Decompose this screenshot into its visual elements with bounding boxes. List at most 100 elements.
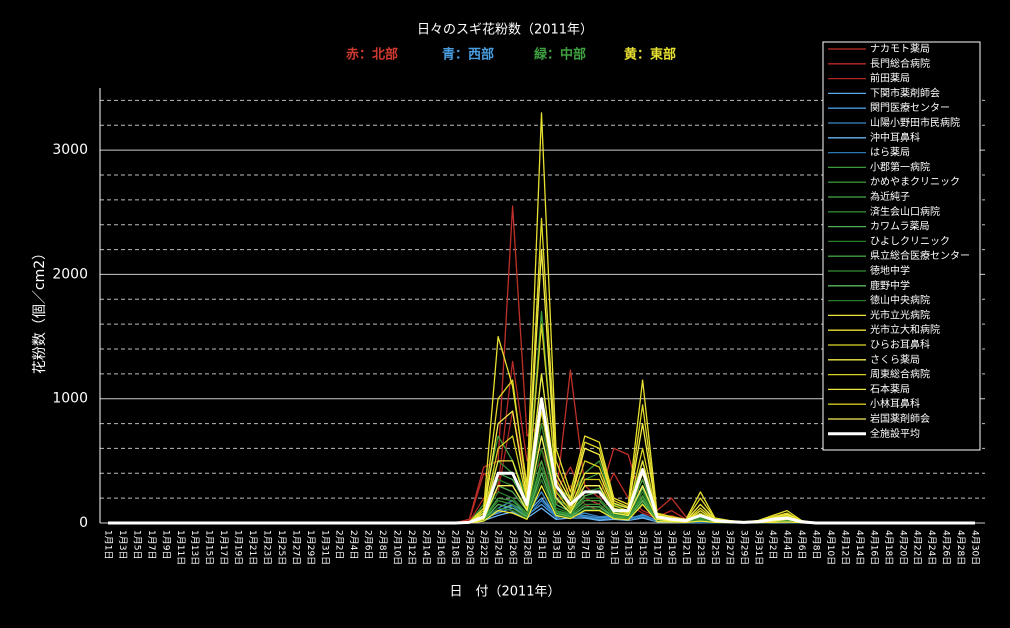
x-tick-label: 3月13日: [623, 530, 634, 565]
lines: [108, 112, 975, 525]
x-tick-label: 1月23日: [261, 530, 272, 565]
legend-label: 全施設平均: [870, 427, 920, 440]
x-tick-label: 1月15日: [204, 530, 215, 565]
legend-label: さくら薬局: [870, 354, 920, 366]
chart-title: 日々のスギ花粉数（2011年）: [417, 22, 593, 38]
x-tick-label: 2月24日: [493, 530, 504, 565]
x-tick-label: 1月1日: [103, 530, 114, 559]
legend: ナカモト薬局長門総合病院前田薬局下関市薬剤師会関門医療センター山陽小野田市民病院…: [828, 43, 970, 440]
legend-label: 石本薬局: [870, 382, 910, 395]
x-tick-label: 4月20日: [897, 530, 908, 565]
x-tick-label: 4月10日: [825, 530, 836, 565]
legend-label: 下関市薬剤師会: [870, 86, 940, 99]
x-tick-label: 3月11日: [608, 530, 619, 565]
x-tick-label: 4月4日: [782, 530, 793, 559]
x-tick-label: 2月18日: [449, 530, 460, 565]
y-axis-label: 花粉数（個／cm2）: [32, 246, 48, 374]
legend-box: [822, 41, 981, 451]
x-tick-label: 4月16日: [868, 530, 879, 565]
x-tick-label: 3月7日: [579, 530, 590, 559]
legend-label: ひらお耳鼻科: [870, 338, 930, 351]
x-tick-label: 3月5日: [565, 530, 576, 559]
x-tick-label: 2月14日: [420, 530, 431, 565]
region-label: 赤：北部: [346, 47, 398, 63]
y-tick-label: 2000: [52, 266, 88, 282]
legend-label: 光市立光病院: [870, 308, 930, 321]
x-tick-label: 3月17日: [652, 530, 663, 565]
x-tick-label: 2月8日: [377, 530, 388, 559]
x-tick-label: 4月26日: [941, 530, 952, 565]
x-tick-label: 1月17日: [218, 530, 229, 565]
x-tick-label: 3月9日: [594, 530, 605, 559]
x-tick-label: 1月7日: [146, 530, 157, 559]
legend-label: 光市立大和病院: [870, 323, 940, 336]
x-tick-label: 2月4日: [348, 530, 359, 559]
x-tick-label: 3月25日: [709, 530, 720, 565]
x-tick-label: 1月31日: [319, 530, 330, 565]
x-tick-label: 2月26日: [507, 530, 518, 565]
x-tick-label: 2月20日: [464, 530, 475, 565]
legend-label: 長門総合病院: [870, 57, 930, 70]
x-tick-label: 4月22日: [912, 530, 923, 565]
legend-label: 徳地中学: [870, 264, 910, 277]
legend-label: 岩国薬剤師会: [870, 412, 930, 425]
legend-label: 徳山中央病院: [870, 294, 930, 307]
x-tick-label: 4月2日: [767, 530, 778, 559]
x-axis-label: 日 付（2011年）: [449, 585, 560, 600]
x-tick-label: 2月22日: [478, 530, 489, 565]
x-tick-label: 4月14日: [854, 530, 865, 565]
x-tick-label: 2月10日: [392, 530, 403, 565]
x-tick-label: 1月29日: [305, 530, 316, 565]
legend-label: カワムラ薬局: [870, 221, 930, 233]
y-tick-label: 1000: [52, 391, 88, 407]
legend-label: はら薬局: [870, 147, 910, 159]
legend-label: 鹿野中学: [870, 279, 910, 292]
series-line: [108, 397, 975, 525]
legend-label: 関門医療センター: [870, 101, 950, 114]
x-tick-label: 1月27日: [290, 530, 301, 565]
x-labels: 1月1日 1月3日 1月5日 1月7日 1月9日 1月11日 1月13日 1月15日 1月17日…: [103, 530, 981, 565]
x-tick-label: 1月5日: [131, 530, 142, 559]
x-tick-label: 3月1日: [536, 530, 547, 559]
x-tick-label: 4月28日: [955, 530, 966, 565]
y-tick-label: 3000: [52, 142, 88, 158]
x-tick-label: 2月12日: [406, 530, 417, 565]
x-tick-label: 4月8日: [811, 530, 822, 559]
region-labels: 赤：北部 青：西部 緑：中部 黄：東部: [346, 47, 676, 63]
x-tick-label: 2月28日: [522, 530, 533, 565]
x-tick-label: 3月21日: [681, 530, 692, 565]
legend-label: 為近純子: [870, 190, 910, 203]
x-tick-label: 4月12日: [839, 530, 850, 565]
x-tick-label: 1月11日: [175, 530, 186, 565]
x-tick-label: 3月31日: [753, 530, 764, 565]
region-label: 緑：中部: [534, 47, 586, 63]
x-tick-label: 3月27日: [724, 530, 735, 565]
legend-label: 小郡第一病院: [870, 160, 930, 173]
legend-label: 済生会山口病院: [870, 205, 940, 218]
x-tick-label: 2月16日: [435, 530, 446, 565]
x-tick-label: 1月3日: [117, 530, 128, 559]
legend-label: 山陽小野田市民病院: [870, 116, 960, 129]
x-tick-label: 4月6日: [796, 530, 807, 559]
legend-label: 周東総合病院: [870, 368, 930, 381]
x-tick-label: 3月3日: [550, 530, 561, 559]
region-label: 青：西部: [442, 47, 494, 63]
legend-label: 県立総合医療センター: [870, 249, 970, 262]
legend-label: ひよしクリニック: [870, 235, 950, 247]
x-tick-label: 1月13日: [189, 530, 200, 565]
x-tick-label: 2月6日: [363, 530, 374, 559]
legend-label: かめやまクリニック: [870, 176, 960, 188]
x-tick-label: 3月29日: [738, 530, 749, 565]
x-tick-label: 4月24日: [926, 530, 937, 565]
legend-label: 小林耳鼻科: [870, 397, 920, 410]
legend-label: 前田薬局: [870, 72, 910, 85]
x-tick-label: 1月9日: [160, 530, 171, 559]
x-tick-label: 3月15日: [637, 530, 648, 565]
x-tick-label: 4月30日: [970, 530, 981, 565]
x-tick-label: 3月23日: [695, 530, 706, 565]
region-label: 黄：東部: [624, 47, 676, 63]
x-tick-label: 1月19日: [233, 530, 244, 565]
x-tick-label: 2月2日: [334, 530, 345, 559]
